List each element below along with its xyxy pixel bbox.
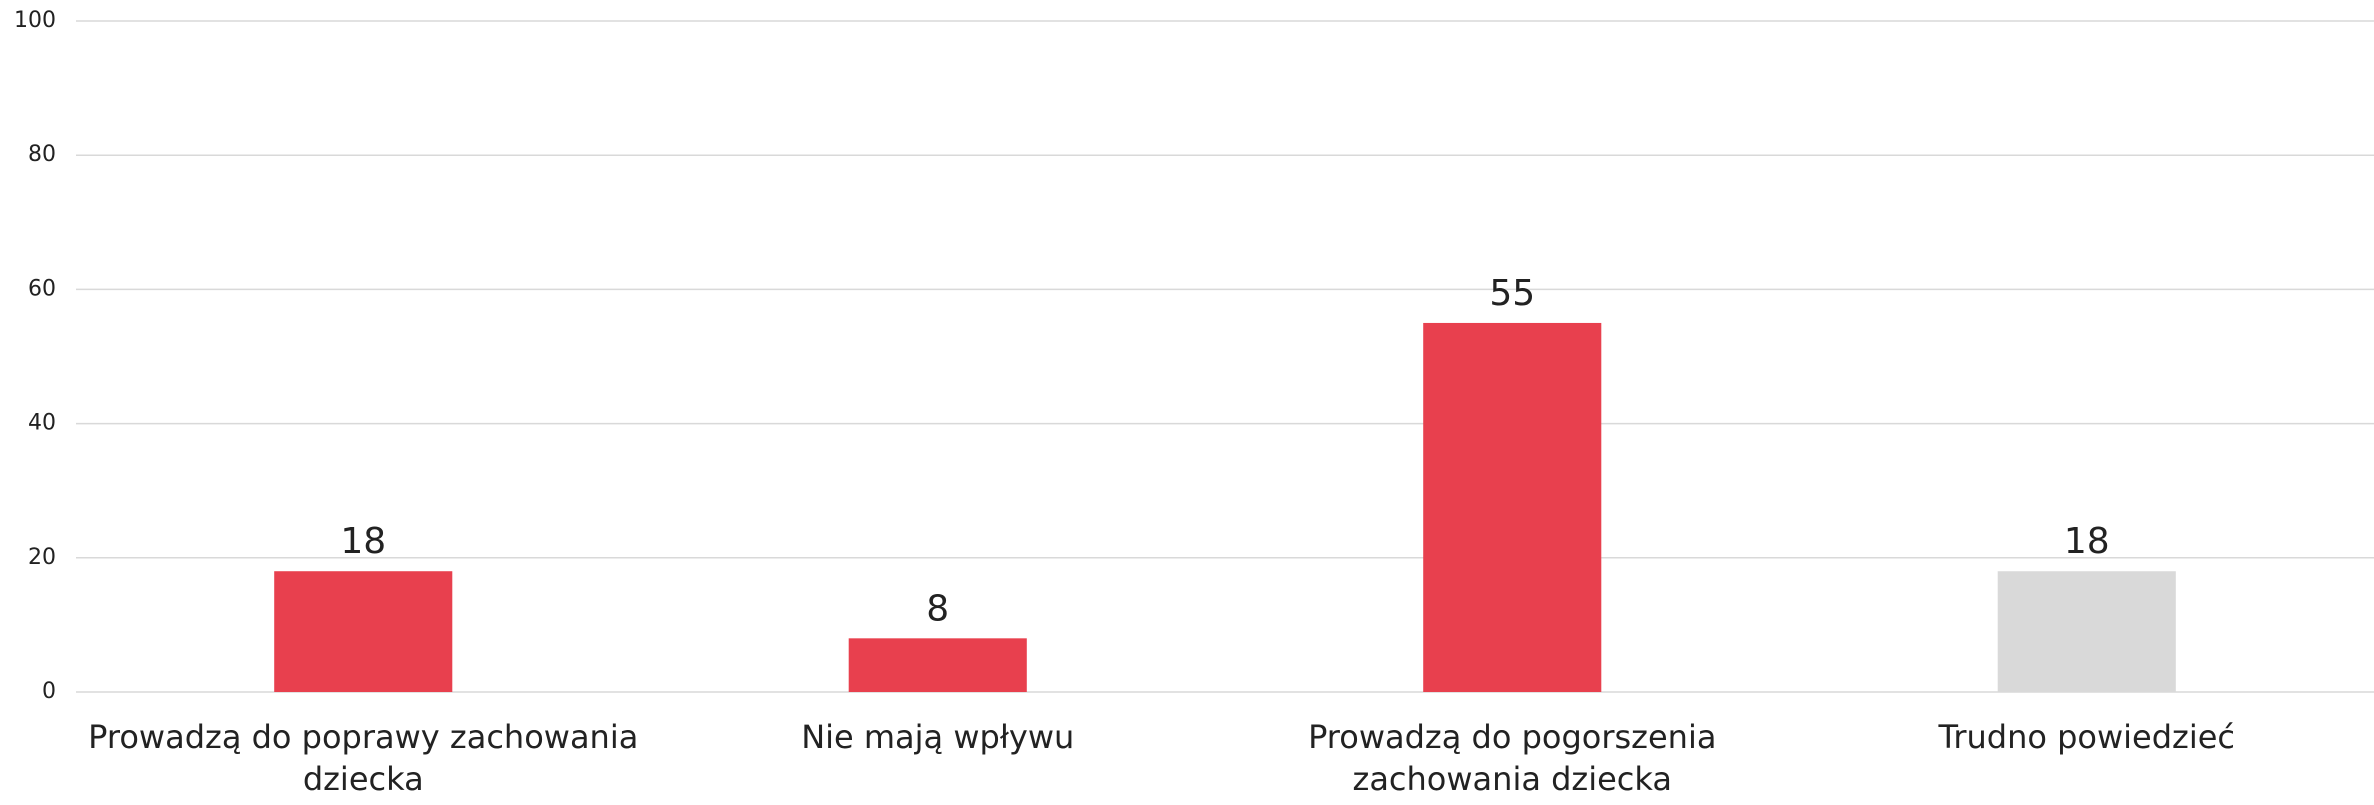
- y-tick-label: 80: [28, 142, 56, 167]
- y-tick-label: 100: [14, 8, 56, 33]
- x-tick-label: Trudno powiedzieć: [1938, 718, 2236, 756]
- y-tick-label: 20: [28, 545, 56, 570]
- y-tick-label: 40: [28, 411, 56, 436]
- value-label: 18: [2064, 521, 2110, 562]
- value-label: 8: [926, 588, 949, 629]
- bar: [848, 638, 1027, 692]
- value-label: 55: [1489, 273, 1535, 314]
- bar: [1997, 571, 2176, 692]
- value-label: 18: [340, 521, 386, 562]
- x-tick-label: Prowadzą do poprawy zachowania dziecka: [88, 718, 639, 798]
- x-tick-label: Prowadzą do pogorszenia zachowania dziec…: [1308, 718, 1717, 798]
- y-tick-label: 60: [28, 276, 56, 301]
- bar: [1423, 322, 1602, 692]
- y-tick-label: 0: [42, 679, 56, 704]
- bar: [274, 571, 453, 692]
- x-tick-label: Nie mają wpływu: [801, 718, 1075, 756]
